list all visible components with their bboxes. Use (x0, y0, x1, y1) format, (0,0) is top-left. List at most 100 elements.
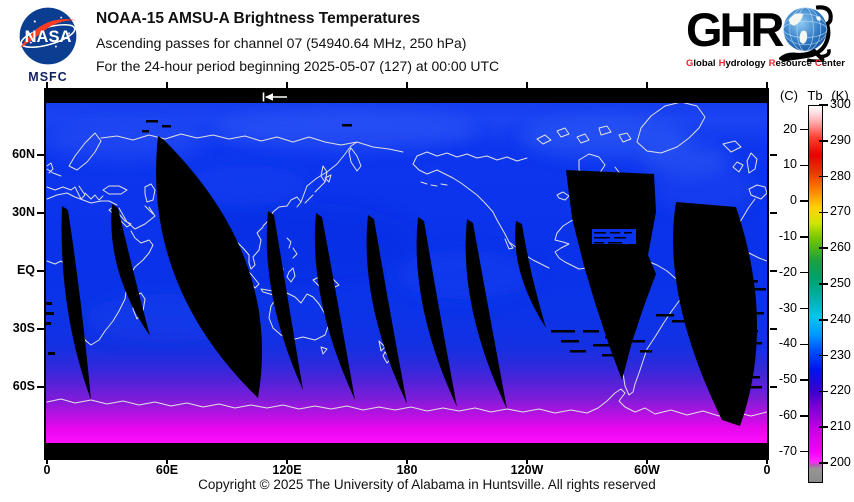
lon-tick-label: 60E (155, 463, 179, 477)
lon-tick (526, 459, 528, 464)
page-subtitle-channel: Ascending passes for channel 07 (54940.6… (96, 35, 467, 51)
lon-tick-label: 120W (510, 463, 544, 477)
celsius-tick-label: -70 (778, 443, 797, 458)
nasa-msfc-logo: NASA MSFC (10, 5, 86, 84)
celsius-tick (800, 450, 809, 453)
ghrc-logo-letters: GHR (686, 3, 784, 56)
celsius-tick-label: 10 (783, 157, 797, 172)
lon-tick-label: 180 (396, 463, 418, 477)
kelvin-tick-label: 200 (830, 455, 851, 469)
kelvin-tick-label: 230 (830, 347, 851, 362)
celsius-tick-label: -40 (778, 336, 797, 351)
kelvin-tick (819, 426, 828, 428)
kelvin-tick (819, 104, 828, 106)
celsius-tick-label: -50 (778, 372, 797, 387)
copyright-notice: Copyright © 2025 The University of Alaba… (198, 477, 656, 492)
start-longitude-arrow-icon (262, 92, 287, 102)
kelvin-tick (819, 283, 828, 285)
celsius-tick-label: -10 (778, 228, 797, 243)
lon-tick-top (526, 82, 528, 88)
lat-tick-label: 60S (12, 379, 35, 393)
svg-text:NASA: NASA (25, 28, 72, 46)
kelvin-tick-label: 290 (830, 132, 851, 147)
celsius-tick (800, 164, 809, 167)
kelvin-tick-label: 260 (830, 240, 851, 255)
ghrc-logo: GHR Global Hydrology Resource Center (686, 3, 850, 70)
kelvin-tick-label: 220 (830, 383, 851, 398)
kelvin-tick-label: 250 (830, 276, 851, 290)
colorbar-gradient (808, 105, 823, 483)
lon-tick-label: 120E (272, 463, 302, 477)
ghrc-tagline-word: Resource (768, 58, 812, 69)
lat-tick-right (770, 328, 777, 330)
kelvin-tick (819, 247, 828, 249)
lon-tick-top (46, 82, 48, 88)
lon-tick-label: 0 (43, 463, 51, 477)
kelvin-tick (819, 462, 828, 464)
lon-tick (766, 459, 768, 464)
lon-tick-top (646, 82, 648, 88)
kelvin-tick (819, 319, 828, 321)
lat-tick-label: EQ (16, 263, 35, 277)
colorbar-celsius-header: (C) (779, 88, 799, 103)
lon-tick-top (406, 82, 408, 88)
celsius-tick-label: -20 (778, 264, 797, 279)
lat-tick-right (770, 212, 777, 214)
msfc-label: MSFC (28, 70, 68, 84)
celsius-tick (800, 415, 809, 417)
ghrc-tagline-word: Center (814, 58, 845, 69)
celsius-tick-label: 20 (783, 121, 797, 136)
kelvin-tick-label: 270 (830, 204, 851, 219)
celsius-tick-label: 0 (790, 193, 797, 208)
celsius-tick (800, 236, 809, 238)
lat-tick-label: 30N (12, 205, 35, 219)
celsius-tick (800, 128, 809, 131)
celsius-tick (800, 343, 809, 346)
kelvin-tick-label: 300 (830, 97, 851, 111)
lat-tick (37, 386, 44, 388)
south-polar-gap-strip (46, 443, 767, 458)
celsius-tick-label: -60 (778, 407, 797, 422)
celsius-tick (800, 307, 809, 310)
lon-tick (46, 459, 48, 464)
celsius-tick (800, 200, 809, 202)
kelvin-tick-label: 210 (830, 419, 851, 434)
lon-tick (286, 459, 288, 464)
ghrc-tagline: Global Hydrology Resource Center (686, 58, 850, 69)
celsius-tick (800, 379, 809, 381)
colorbar-quantity-header: Tb (807, 88, 823, 103)
page-title: NOAA-15 AMSU-A Brightness Temperatures (96, 10, 421, 27)
ghrc-globe-icon (779, 5, 834, 62)
caribbean-data-window (592, 229, 636, 244)
lon-tick (406, 459, 408, 464)
kelvin-tick (819, 354, 828, 357)
lat-tick (37, 328, 44, 330)
lat-tick (37, 212, 44, 214)
kelvin-tick (819, 140, 828, 142)
lat-tick-right (770, 270, 777, 272)
lat-tick-right (770, 386, 777, 388)
lon-tick (646, 459, 648, 464)
ghrc-tagline-word: Hydrology (718, 58, 766, 69)
ghrc-tagline-word: Global (686, 58, 716, 69)
nasa-meatball-icon: NASA (19, 7, 77, 65)
lon-tick-top (166, 82, 168, 88)
celsius-tick-label: -30 (778, 300, 797, 315)
lon-tick (166, 459, 168, 464)
lat-tick-right (770, 154, 777, 156)
kelvin-tick-label: 280 (830, 168, 851, 183)
lat-tick (37, 270, 44, 272)
celsius-tick (800, 271, 809, 274)
page-subtitle-period: For the 24-hour period beginning 2025-05… (96, 58, 500, 74)
kelvin-tick (819, 175, 828, 178)
kelvin-tick (819, 390, 828, 393)
kelvin-tick-label: 240 (830, 311, 851, 326)
brightness-temperature-map (46, 90, 767, 458)
lon-tick-label: 60W (634, 463, 660, 477)
lon-tick-top (286, 82, 288, 88)
lon-tick-top (766, 82, 768, 88)
lat-tick (37, 154, 44, 156)
lon-tick-label: 0 (763, 463, 771, 477)
lat-tick-label: 30S (12, 321, 35, 335)
north-polar-gap-strip (46, 90, 767, 103)
